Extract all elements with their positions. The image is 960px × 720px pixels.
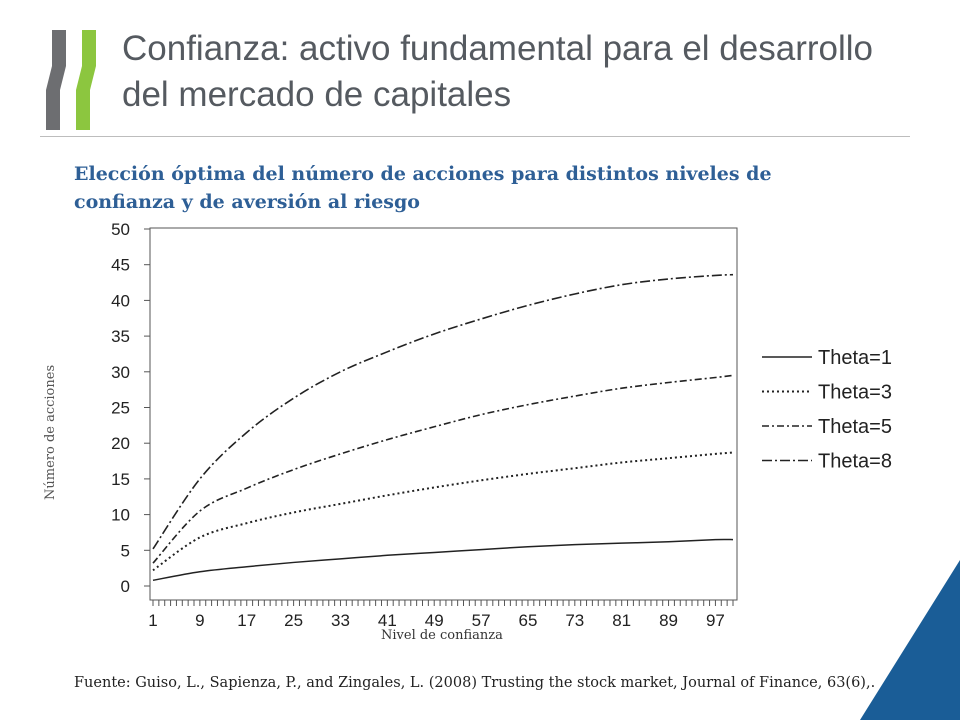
x-tick-label: 89 [659,611,678,630]
x-axis-label: Nivel de confianza [381,628,503,643]
x-tick-label: 49 [425,611,444,630]
y-tick-label: 0 [121,577,130,596]
x-tick-label: 65 [518,611,537,630]
legend-label: Theta=5 [818,416,892,438]
y-tick-label: 40 [111,291,130,310]
series-line-theta-5 [152,374,734,564]
page-title: Confianza: activo fundamental para el de… [122,29,873,114]
x-tick-label: 57 [472,611,491,630]
x-tick-label: 81 [612,611,631,630]
x-tick-label: 41 [378,611,397,630]
plot-frame [149,227,738,601]
logo-chevron-green-icon [76,30,96,130]
x-tick-label: 33 [331,611,350,630]
legend-label: Theta=1 [818,347,892,369]
x-tick-label: 9 [195,611,204,630]
y-tick-label: 5 [121,541,130,560]
x-tick-label: 17 [237,611,256,630]
y-tick-label: 45 [111,256,130,275]
legend-label: Theta=8 [818,451,892,473]
source-note: Fuente: Guiso, L., Sapienza, P., and Zin… [74,675,876,691]
y-tick-label: 25 [111,399,130,418]
y-tick-label: 30 [111,363,130,382]
logo-chevrons-icon [46,30,96,130]
y-tick-label: 15 [111,470,130,489]
y-tick-label: 35 [111,327,130,346]
x-tick-label: 97 [706,611,725,630]
series-line-theta-8 [152,273,734,550]
x-tick-label: 25 [284,611,303,630]
y-tick-label: 20 [111,434,130,453]
logo-chevron-gray-icon [46,30,66,130]
x-tick-label: 1 [148,611,157,630]
series-line-theta-1 [152,538,734,582]
chart-subtitle: Elección óptima del número de acciones p… [74,163,772,213]
y-tick-label: 10 [111,506,130,525]
legend-label: Theta=3 [818,382,892,404]
x-tick-label: 73 [565,611,584,630]
title-divider [40,136,910,137]
y-axis-label: Número de acciones [43,364,58,500]
series-line-theta-3 [152,451,734,572]
y-tick-label: 50 [111,220,130,239]
